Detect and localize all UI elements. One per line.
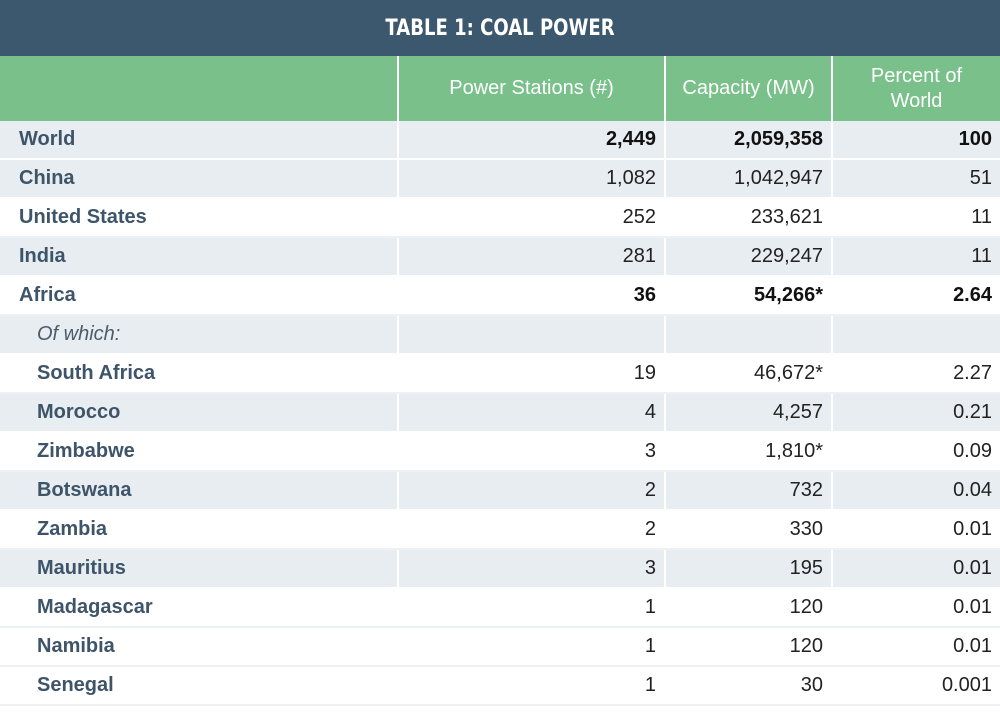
- coal-power-table: Power Stations (#) Capacity (MW) Percent…: [0, 56, 1000, 706]
- country-name: China: [0, 159, 398, 199]
- percent-value: 0.01: [831, 627, 1000, 667]
- power-stations-value: [397, 315, 665, 355]
- table-row: Botswana 2 732 0.04: [0, 471, 1000, 511]
- country-name: World: [0, 121, 398, 160]
- power-stations-value: 252: [397, 198, 665, 238]
- power-stations-value: 19: [397, 354, 665, 394]
- table-row: Mauritius 3 195 0.01: [0, 549, 1000, 589]
- table-row: Of which:: [0, 315, 1000, 355]
- percent-value: 0.001: [831, 666, 1000, 706]
- power-stations-value: 281: [397, 237, 665, 277]
- country-name: United States: [0, 198, 398, 238]
- power-stations-value: 3: [397, 432, 665, 472]
- percent-value: 51: [831, 159, 1000, 199]
- percent-value: 2.64: [831, 276, 1000, 316]
- power-stations-value: 2: [397, 471, 665, 511]
- table-row: Senegal 1 30 0.001: [0, 666, 1000, 706]
- percent-value: 2.27: [831, 354, 1000, 394]
- country-name: Namibia: [0, 627, 398, 667]
- table-row: Zimbabwe 3 1,810* 0.09: [0, 432, 1000, 472]
- percent-value: [831, 315, 1000, 355]
- table-row: South Africa 19 46,672* 2.27: [0, 354, 1000, 394]
- capacity-value: 46,672*: [664, 354, 832, 394]
- power-stations-value: 4: [397, 393, 665, 433]
- country-name: Botswana: [0, 471, 398, 511]
- table-row: World 2,449 2,059,358 100: [0, 121, 1000, 160]
- header-country: [0, 56, 398, 121]
- percent-value: 0.21: [831, 393, 1000, 433]
- power-stations-value: 3: [397, 549, 665, 589]
- country-name: Senegal: [0, 666, 398, 706]
- capacity-value: 54,266*: [664, 276, 832, 316]
- power-stations-value: 1: [397, 588, 665, 628]
- capacity-value: 120: [664, 627, 832, 667]
- subgroup-label: Of which:: [0, 315, 398, 355]
- percent-value: 0.09: [831, 432, 1000, 472]
- percent-value: 11: [831, 198, 1000, 238]
- percent-value: 0.04: [831, 471, 1000, 511]
- table-row: China 1,082 1,042,947 51: [0, 159, 1000, 199]
- table-header-row: Power Stations (#) Capacity (MW) Percent…: [0, 56, 1000, 121]
- capacity-value: 4,257: [664, 393, 832, 433]
- percent-value: 0.01: [831, 588, 1000, 628]
- power-stations-value: 1,082: [397, 159, 665, 199]
- country-name: Madagascar: [0, 588, 398, 628]
- country-name: India: [0, 237, 398, 277]
- table-row: Africa 36 54,266* 2.64: [0, 276, 1000, 316]
- percent-value: 11: [831, 237, 1000, 277]
- country-name: Morocco: [0, 393, 398, 433]
- percent-value: 100: [831, 121, 1000, 160]
- capacity-value: 330: [664, 510, 832, 550]
- table-row: Zambia 2 330 0.01: [0, 510, 1000, 550]
- table-row: Madagascar 1 120 0.01: [0, 588, 1000, 628]
- table-row: Namibia 1 120 0.01: [0, 627, 1000, 667]
- power-stations-value: 1: [397, 666, 665, 706]
- table-row: India 281 229,247 11: [0, 237, 1000, 277]
- table-title: TABLE 1: COAL POWER: [90, 0, 910, 56]
- power-stations-value: 2: [397, 510, 665, 550]
- country-name: Zambia: [0, 510, 398, 550]
- capacity-value: 195: [664, 549, 832, 589]
- capacity-value: 732: [664, 471, 832, 511]
- capacity-value: 1,042,947: [664, 159, 832, 199]
- capacity-value: 2,059,358: [664, 121, 832, 160]
- percent-value: 0.01: [831, 510, 1000, 550]
- power-stations-value: 1: [397, 627, 665, 667]
- capacity-value: 233,621: [664, 198, 832, 238]
- region-name: Africa: [0, 276, 398, 316]
- country-name: Zimbabwe: [0, 432, 398, 472]
- power-stations-value: 36: [397, 276, 665, 316]
- capacity-value: 30: [664, 666, 832, 706]
- table-title-bar: TABLE 1: COAL POWER: [0, 0, 1000, 56]
- table-row: Morocco 4 4,257 0.21: [0, 393, 1000, 433]
- header-capacity: Capacity (MW): [664, 56, 832, 121]
- country-name: Mauritius: [0, 549, 398, 589]
- capacity-value: 1,810*: [664, 432, 832, 472]
- country-name: South Africa: [0, 354, 398, 394]
- percent-value: 0.01: [831, 549, 1000, 589]
- capacity-value: [664, 315, 832, 355]
- capacity-value: 229,247: [664, 237, 832, 277]
- header-power-stations: Power Stations (#): [397, 56, 665, 121]
- capacity-value: 120: [664, 588, 832, 628]
- table-row: United States 252 233,621 11: [0, 198, 1000, 238]
- power-stations-value: 2,449: [397, 121, 665, 160]
- header-percent-of-world: Percent of World: [831, 56, 1000, 121]
